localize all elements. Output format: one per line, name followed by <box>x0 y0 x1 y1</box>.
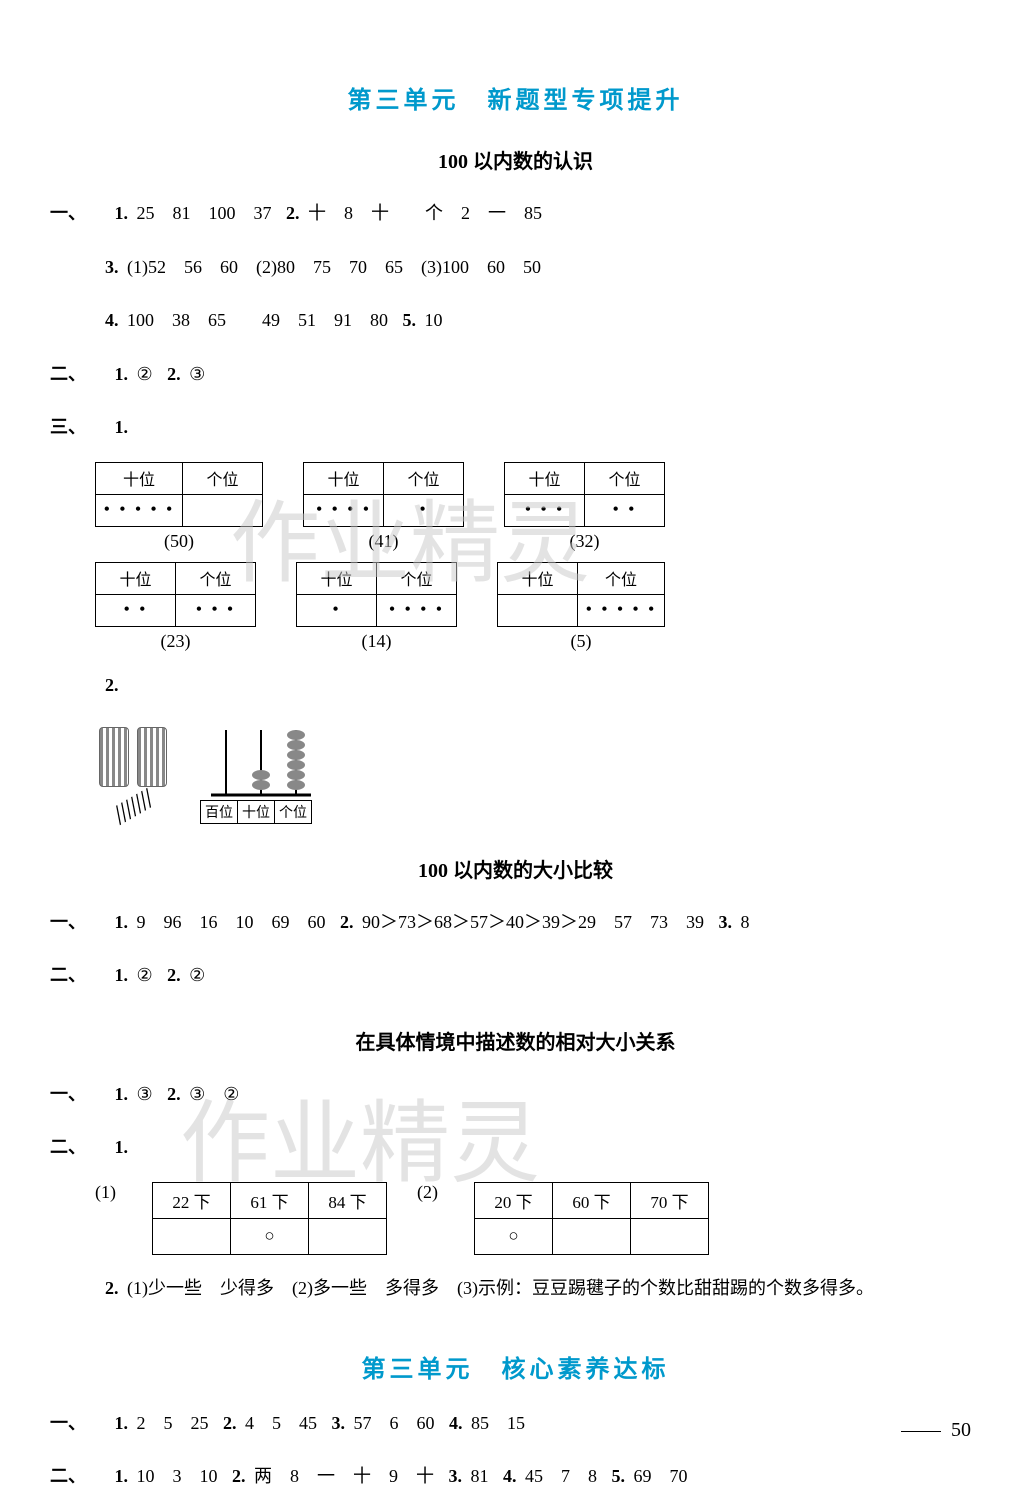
section-label: 一、 <box>50 194 100 234</box>
question-line: 三、 1. <box>50 408 981 448</box>
item-number: 4. <box>449 1413 463 1433</box>
answer-text: 十 8 十 个 2 一 85 <box>308 203 542 223</box>
answer-text: 90＞73＞68＞57＞40＞39＞29 57 73 39 <box>362 912 704 932</box>
question-line: 二、 1. ② 2. ② <box>50 956 981 996</box>
item-number: 1. <box>115 912 129 932</box>
section-subtitle: 100 以内数的认识 <box>50 145 981 174</box>
item-number: 1. <box>115 417 129 437</box>
abacus-diagram: 百位 十位 个位 <box>201 720 321 824</box>
section-label: 三、 <box>50 408 100 448</box>
section-label: 二、 <box>50 1457 100 1497</box>
answer-text: 4 5 45 <box>245 1413 317 1433</box>
item-number: 1. <box>115 1084 129 1104</box>
section-label: 一、 <box>50 1404 100 1444</box>
item-number: 1. <box>115 1466 129 1486</box>
item-number: 2. <box>167 965 181 985</box>
answer-text: (1)少一些 少得多 (2)多一些 多得多 (3)示例：豆豆踢毽子的个数比甜甜踢… <box>127 1278 874 1298</box>
place-value-table: 十位个位•••••(5) <box>497 562 665 652</box>
answer-text: 9 96 16 10 69 60 <box>137 912 326 932</box>
question-line: 2. (1)少一些 少得多 (2)多一些 多得多 (3)示例：豆豆踢毽子的个数比… <box>50 1269 981 1309</box>
answer-text: 10 3 10 <box>137 1466 218 1486</box>
answer-text: ③ <box>137 1084 153 1104</box>
section-label: 二、 <box>50 355 100 395</box>
item-number: 2. <box>223 1413 237 1433</box>
place-value-tables-row: 十位个位•••••(23) 十位个位•••••(14) 十位个位•••••(5) <box>95 562 981 652</box>
place-value-table: 十位个位•••••(23) <box>95 562 256 652</box>
answer-text: 69 70 <box>634 1466 688 1486</box>
item-number: 1. <box>115 1137 129 1157</box>
abacus-label: 十位 <box>237 800 275 824</box>
answer-text: 57 6 60 <box>354 1413 435 1433</box>
place-value-tables-row: 十位个位•••••(50) 十位个位•••••(41) 十位个位•••••(32) <box>95 462 981 552</box>
comparison-table: 20 下60 下70 下 ○ <box>474 1182 709 1255</box>
item-number: 2. <box>232 1466 246 1486</box>
answer-text: 2 5 25 <box>137 1413 209 1433</box>
sticks-diagram: /////// <box>95 727 171 824</box>
answer-text: ③ <box>189 364 205 384</box>
item-number: 3. <box>332 1413 346 1433</box>
abacus-label: 个位 <box>274 800 312 824</box>
answer-text: 100 38 65 49 51 91 80 <box>127 310 388 330</box>
item-number: 5. <box>403 310 417 330</box>
answer-text: 两 8 一 十 9 十 <box>254 1466 434 1486</box>
answer-text: ② <box>189 965 205 985</box>
place-value-table: 十位个位•••••(41) <box>303 462 464 552</box>
abacus-label: 百位 <box>200 800 238 824</box>
answer-text: 81 <box>471 1466 489 1486</box>
item-number: 4. <box>503 1466 517 1486</box>
comparison-table: 22 下61 下84 下 ○ <box>152 1182 387 1255</box>
sub-number: (1) <box>95 1182 116 1203</box>
place-value-table: 十位个位•••••(32) <box>504 462 665 552</box>
answer-text: 45 7 8 <box>525 1466 597 1486</box>
section-label: 一、 <box>50 1075 100 1115</box>
answer-text: 25 81 100 37 <box>137 203 272 223</box>
answer-text: ② <box>137 965 153 985</box>
item-number: 1. <box>115 965 129 985</box>
page-number: 50 <box>901 1419 971 1442</box>
item-number: 1. <box>115 1413 129 1433</box>
question-line: 3. (1)52 56 60 (2)80 75 70 65 (3)100 60 … <box>50 248 981 288</box>
question-line: 一、 1. 2 5 25 2. 4 5 45 3. 57 6 60 4. 85 … <box>50 1404 981 1444</box>
question-line: 二、 1. <box>50 1128 981 1168</box>
comparison-tables: (1) 22 下61 下84 下 ○ (2) 20 下60 下70 下 ○ <box>95 1182 981 1255</box>
section-subtitle: 100 以内数的大小比较 <box>50 854 981 883</box>
question-line: 一、 1. 9 96 16 10 69 60 2. 90＞73＞68＞57＞40… <box>50 903 981 943</box>
item-number: 3. <box>449 1466 463 1486</box>
answer-text: 85 15 <box>471 1413 525 1433</box>
item-number: 1. <box>115 203 129 223</box>
item-number: 3. <box>105 257 119 277</box>
question-line: 一、 1. 25 81 100 37 2. 十 8 十 个 2 一 85 <box>50 194 981 234</box>
answer-text: (1)52 56 60 (2)80 75 70 65 (3)100 60 50 <box>127 257 541 277</box>
item-number: 3. <box>719 912 733 932</box>
question-line: 2. <box>50 666 981 706</box>
sub-number: (2) <box>417 1182 438 1203</box>
item-number: 2. <box>340 912 354 932</box>
answer-text: ③ ② <box>189 1084 239 1104</box>
answer-text: 10 <box>425 310 443 330</box>
section-label: 二、 <box>50 956 100 996</box>
answer-text: 8 <box>741 912 750 932</box>
section-subtitle: 在具体情境中描述数的相对大小关系 <box>50 1026 981 1055</box>
sticks-abacus-row: /////// 百位 十位 个位 <box>95 720 981 824</box>
item-number: 2. <box>167 364 181 384</box>
question-line: 4. 100 38 65 49 51 91 80 5. 10 <box>50 301 981 341</box>
item-number: 2. <box>105 1278 119 1298</box>
section-label: 一、 <box>50 903 100 943</box>
item-number: 4. <box>105 310 119 330</box>
item-number: 2. <box>167 1084 181 1104</box>
place-value-table: 十位个位•••••(50) <box>95 462 263 552</box>
question-line: 一、 1. ③ 2. ③ ② <box>50 1075 981 1115</box>
question-line: 二、 1. ② 2. ③ <box>50 355 981 395</box>
section-label: 二、 <box>50 1128 100 1168</box>
place-value-table: 十位个位•••••(14) <box>296 562 457 652</box>
item-number: 1. <box>115 364 129 384</box>
item-number: 2. <box>286 203 300 223</box>
unit-title: 第三单元 核心素养达标 <box>50 1349 981 1384</box>
answer-text: ② <box>137 364 153 384</box>
unit-title: 第三单元 新题型专项提升 <box>50 80 981 115</box>
item-number: 5. <box>612 1466 626 1486</box>
item-number: 2. <box>105 675 119 695</box>
question-line: 二、 1. 10 3 10 2. 两 8 一 十 9 十 3. 81 4. 45… <box>50 1457 981 1497</box>
